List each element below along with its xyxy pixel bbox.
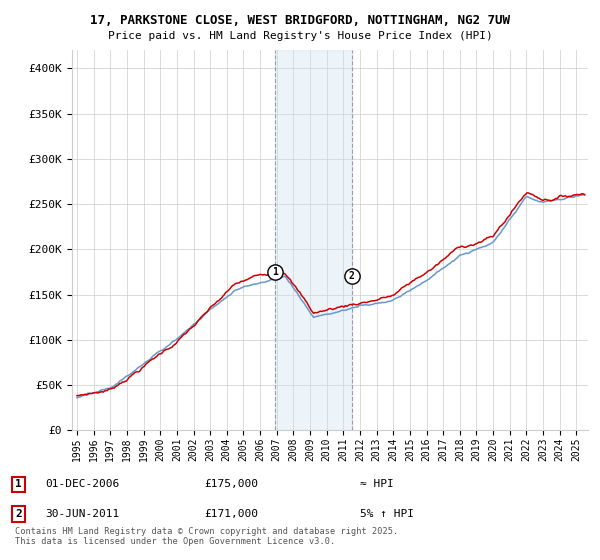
Text: 17, PARKSTONE CLOSE, WEST BRIDGFORD, NOTTINGHAM, NG2 7UW: 17, PARKSTONE CLOSE, WEST BRIDGFORD, NOT…: [90, 14, 510, 27]
Text: £175,000: £175,000: [204, 479, 258, 489]
Bar: [275, 50, 352, 430]
Text: 30-JUN-2011: 30-JUN-2011: [45, 509, 119, 519]
Text: 2: 2: [349, 270, 355, 281]
Text: Price paid vs. HM Land Registry's House Price Index (HPI): Price paid vs. HM Land Registry's House …: [107, 31, 493, 41]
Text: Contains HM Land Registry data © Crown copyright and database right 2025.
This d: Contains HM Land Registry data © Crown c…: [15, 526, 398, 546]
Text: 01-DEC-2006: 01-DEC-2006: [45, 479, 119, 489]
Text: 5% ↑ HPI: 5% ↑ HPI: [360, 509, 414, 519]
Text: 1: 1: [272, 267, 278, 277]
Text: ≈ HPI: ≈ HPI: [360, 479, 394, 489]
Text: £171,000: £171,000: [204, 509, 258, 519]
Text: 1: 1: [15, 479, 22, 489]
Text: 2: 2: [15, 509, 22, 519]
